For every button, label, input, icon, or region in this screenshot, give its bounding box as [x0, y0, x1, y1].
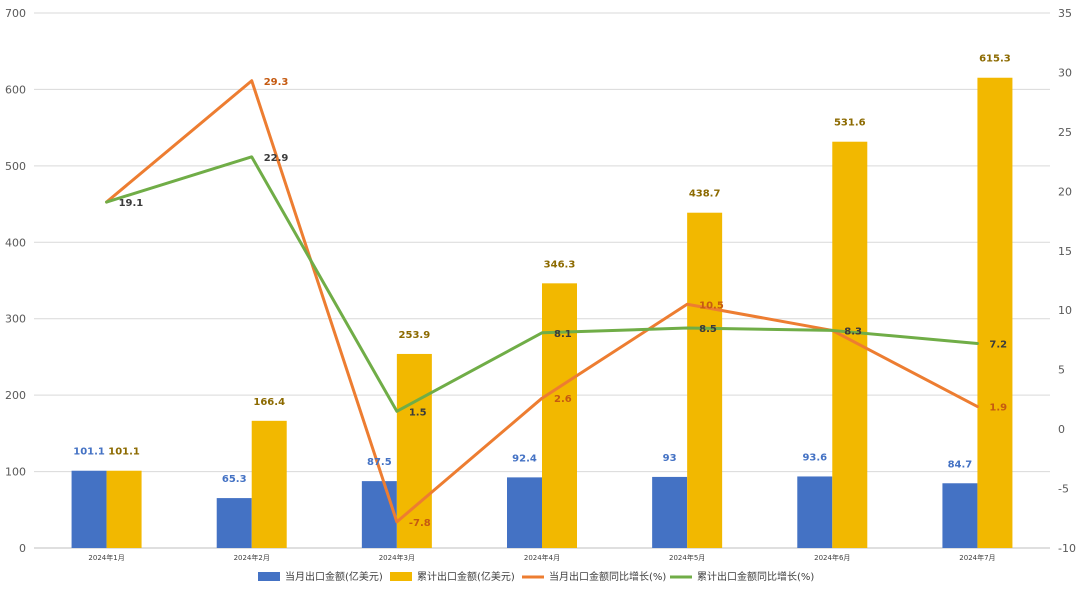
bar: [361, 481, 397, 548]
bar: [942, 483, 978, 548]
category-label: 2024年5月: [669, 553, 705, 562]
left-tick-label: 500: [5, 160, 26, 173]
right-tick-label: 5: [1058, 364, 1065, 377]
line-data-label: 8.5: [699, 324, 717, 335]
right-tick-label: 0: [1058, 423, 1065, 436]
bar-data-label: 92.4: [512, 453, 537, 464]
bar-data-label: 84.7: [948, 459, 973, 470]
bar: [71, 470, 107, 548]
left-tick-label: 700: [5, 7, 26, 20]
left-tick-label: 400: [5, 236, 26, 249]
bar-series: [71, 77, 1013, 549]
line-data-label: 2.6: [554, 394, 572, 405]
bar: [687, 212, 723, 548]
bar: [507, 477, 542, 548]
bar-data-label: 166.4: [253, 397, 285, 408]
bar: [216, 498, 252, 548]
left-tick-label: 0: [19, 542, 26, 555]
right-tick-label: 30: [1058, 66, 1072, 79]
left-tick-label: 600: [5, 83, 26, 96]
legend-label: 当月出口金额同比增长(%): [549, 570, 666, 583]
bar-data-label: 65.3: [222, 474, 247, 485]
category-label: 2024年6月: [814, 553, 850, 562]
bar-data-label: 101.1: [73, 447, 105, 458]
bar: [542, 283, 577, 548]
category-label: 2024年4月: [524, 553, 560, 562]
bar: [652, 476, 688, 548]
category-ticks: 2024年1月 2024年2月 2024年3月 2024年4月 2024年5月 2024年…: [88, 553, 995, 562]
line-data-label: 10.5: [699, 300, 724, 311]
right-tick-label: 20: [1058, 185, 1072, 198]
left-tick-label: 100: [5, 466, 26, 479]
bar: [106, 470, 142, 548]
right-axis-ticks: -10 -5 0 5 10 15 20 25 30 35: [1058, 7, 1076, 555]
right-tick-label: 15: [1058, 245, 1072, 258]
line-data-label: 8.3: [844, 326, 862, 337]
right-tick-label: -10: [1058, 542, 1076, 555]
right-tick-label: 10: [1058, 304, 1072, 317]
bar-data-label: 615.3: [979, 54, 1011, 65]
right-tick-label: 25: [1058, 126, 1072, 139]
legend-label: 累计出口金额(亿美元): [417, 570, 515, 583]
category-label: 2024年7月: [959, 553, 995, 562]
line-data-label: 22.9: [264, 153, 289, 164]
line-data-label: 19.1: [119, 198, 144, 209]
bar-data-label: 93: [663, 453, 677, 464]
category-label: 2024年3月: [379, 553, 415, 562]
bar-data-label: 438.7: [689, 189, 721, 200]
bar-data-label: 93.6: [802, 452, 827, 463]
bar: [797, 476, 833, 548]
right-tick-label: -5: [1058, 483, 1069, 496]
left-tick-label: 300: [5, 313, 26, 326]
line-data-label: 8.3: [844, 326, 862, 337]
legend: 当月出口金额(亿美元) 累计出口金额(亿美元) 当月出口金额同比增长(%) 累计出口金…: [258, 570, 814, 583]
legend-swatch: [390, 572, 412, 581]
line-data-label: 7.2: [989, 340, 1007, 351]
bar-data-label: 101.1: [108, 447, 140, 458]
bar-data-label: 87.5: [367, 457, 392, 468]
line-data-label: 8.1: [554, 329, 572, 340]
bar-data-label: 253.9: [399, 330, 431, 341]
legend-swatch: [258, 572, 280, 581]
series-line: [105, 155, 979, 413]
category-label: 2024年2月: [234, 553, 270, 562]
category-label: 2024年1月: [88, 553, 124, 562]
line-series: [105, 79, 979, 524]
data-labels: 101.1 65.3 87.5 92.4 93 93.6 84.7 101.1 166.4 253…: [73, 54, 1011, 529]
legend-label: 累计出口金额同比增长(%): [697, 570, 814, 583]
bar-data-label: 346.3: [544, 259, 576, 270]
line-data-label: 29.3: [264, 77, 289, 88]
right-tick-label: 35: [1058, 7, 1072, 20]
line-data-label: 1.5: [409, 407, 427, 418]
left-axis-ticks: 0 100 200 300 400 500 600 700: [5, 7, 26, 555]
bar: [977, 77, 1013, 549]
bar-data-label: 531.6: [834, 118, 866, 129]
line-data-label: 1.9: [989, 403, 1007, 414]
line-data-label: -7.8: [409, 518, 431, 529]
bar: [251, 420, 287, 548]
legend-label: 当月出口金额(亿美元): [285, 570, 383, 583]
left-tick-label: 200: [5, 389, 26, 402]
